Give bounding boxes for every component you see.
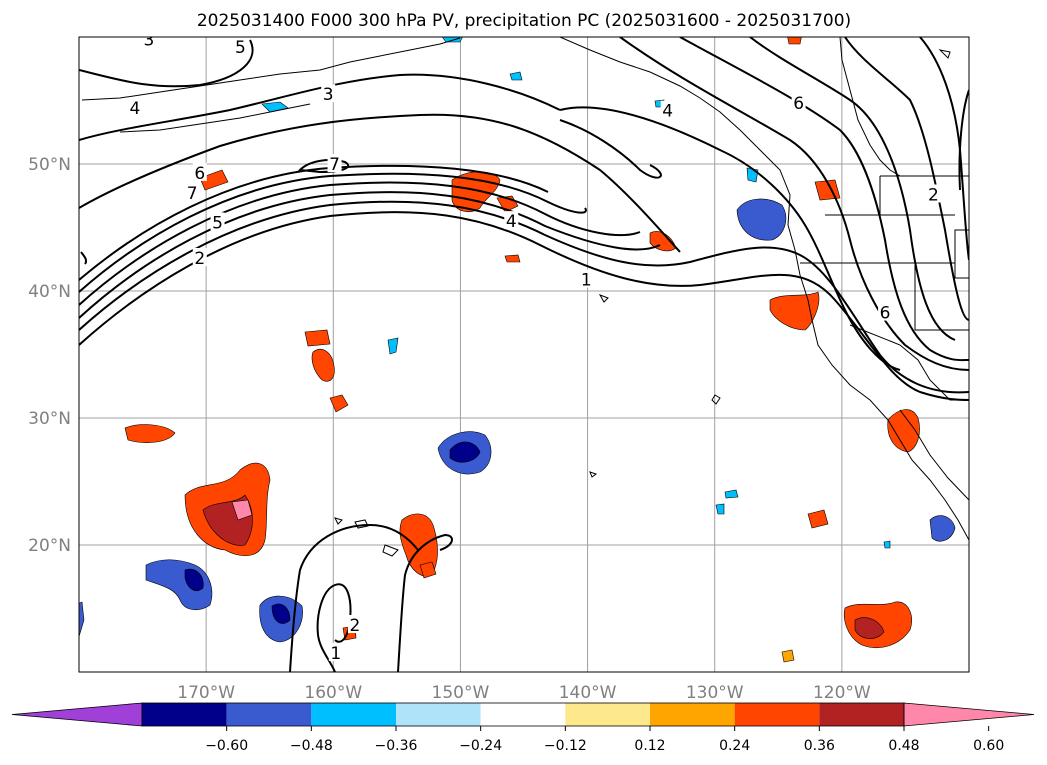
contour-label-bg <box>878 302 893 321</box>
lat-label: 40°N <box>28 282 71 302</box>
contour-label: 2 <box>349 616 360 636</box>
lat-label: 30°N <box>28 409 71 429</box>
lon-label: 150°W <box>432 683 490 703</box>
contour-label-bg <box>321 84 336 103</box>
contour-label-bg <box>328 642 343 661</box>
colorbar-tick-labels: −0.60 −0.48 −0.36 −0.24 −0.12 0.12 0.24 0.36 0.4… <box>205 726 1004 754</box>
contour-label: 6 <box>880 304 891 324</box>
colorbar-segment <box>565 703 650 726</box>
contour-label: 4 <box>506 212 517 232</box>
contour-label: 2 <box>194 249 205 269</box>
contour-label: 2 <box>928 185 939 205</box>
map-background <box>79 37 969 672</box>
contour-label-bg <box>579 269 594 288</box>
precipitation-positive-blobs <box>124 37 920 663</box>
latitude-labels: 20°N 30°N 40°N 50°N <box>28 155 71 556</box>
contour-label: 1 <box>330 644 341 664</box>
contour-label: 7 <box>187 184 198 204</box>
contour-label-bg <box>791 93 806 112</box>
lon-label: 130°W <box>686 683 744 703</box>
colorbar-extend-high <box>903 702 1035 727</box>
contour-label: 1 <box>581 271 592 291</box>
contour-label-bg <box>347 615 362 634</box>
figure-title: 2025031400 F000 300 hPa PV, precipitatio… <box>197 11 851 31</box>
colorbar-tick-label: −0.36 <box>375 738 418 754</box>
colorbar-tick-label: −0.24 <box>459 738 502 754</box>
colorbar-segment <box>734 703 820 726</box>
contour-label: 3 <box>144 31 155 51</box>
colorbar-tick-label: 0.48 <box>888 738 919 754</box>
precipitation-negative-blobs <box>79 37 956 643</box>
contour-label: 3 <box>323 85 334 105</box>
colorbar-extend-low <box>11 702 143 727</box>
contour-label-bg <box>192 162 207 181</box>
contour-label: 6 <box>194 164 205 184</box>
lon-label: 120°W <box>813 683 871 703</box>
colorbar-segment <box>819 703 904 726</box>
colorbar-segment <box>142 703 227 726</box>
colorbar <box>11 702 1035 727</box>
contour-label-bg <box>504 211 519 230</box>
contour-label-bg <box>660 100 675 119</box>
contour-label-bg <box>141 37 156 48</box>
colorbar-tick-label: 0.36 <box>804 738 835 754</box>
colorbar-tick-label: 0.24 <box>719 738 750 754</box>
lat-label: 50°N <box>28 155 71 175</box>
pv-contours <box>79 37 969 672</box>
colorbar-frame <box>141 702 905 727</box>
gridlines <box>79 37 969 672</box>
colorbar-segment <box>650 703 735 726</box>
contour-label: 7 <box>329 155 340 175</box>
colorbar-segment <box>480 703 566 726</box>
contour-label-bg <box>192 247 207 266</box>
colorbar-segment <box>226 703 312 726</box>
map-frame <box>78 36 970 673</box>
contour-label-bg <box>185 183 200 202</box>
lon-label: 140°W <box>559 683 617 703</box>
contour-label: 4 <box>130 99 141 119</box>
colorbar-tick-label: 0.60 <box>973 738 1004 754</box>
contour-label: 5 <box>212 213 223 233</box>
contour-label: 6 <box>793 94 804 114</box>
colorbar-tick-label: 0.12 <box>634 738 665 754</box>
lon-label: 170°W <box>177 683 235 703</box>
longitude-labels: 170°W 160°W 150°W 140°W 130°W 120°W <box>177 683 871 703</box>
contour-label-bg <box>210 212 225 231</box>
colorbar-segment <box>396 703 481 726</box>
contour-label: 4 <box>662 102 673 122</box>
contour-label-bg <box>127 98 142 117</box>
colorbar-segment <box>311 703 396 726</box>
colorbar-tick-label: −0.12 <box>544 738 587 754</box>
contour-label-bg <box>233 37 248 56</box>
contour-label-bg <box>926 184 941 203</box>
colorbar-tick-label: −0.48 <box>290 738 333 754</box>
lat-label: 20°N <box>28 536 71 556</box>
contour-label-bg <box>327 154 342 172</box>
contour-label: 5 <box>235 38 246 58</box>
lon-label: 160°W <box>304 683 362 703</box>
colorbar-tick-label: −0.60 <box>205 738 248 754</box>
